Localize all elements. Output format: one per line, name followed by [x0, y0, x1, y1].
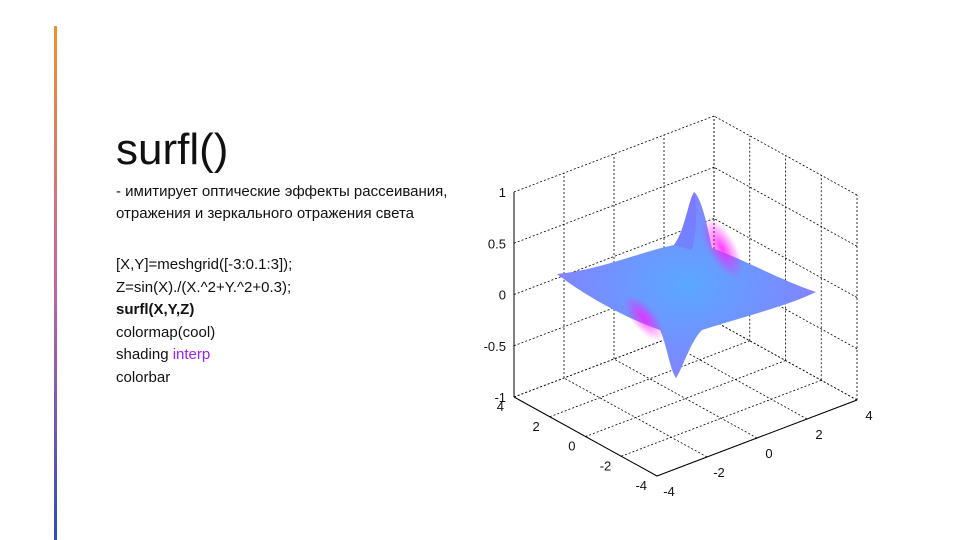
surface-patch: [557, 192, 816, 378]
code-line-shading: shading interp: [116, 344, 292, 367]
code-line-colorbar: colorbar: [116, 368, 171, 386]
z-tick-label: 0.5: [488, 236, 506, 251]
grid-line: [613, 358, 758, 439]
y-axis-line: [656, 399, 858, 477]
z-tick-label: 0: [499, 288, 506, 303]
slide-description: - имитирует оптические эффекты рассеиван…: [116, 183, 448, 222]
grid-line: [663, 339, 808, 420]
y-tick-label: 0: [765, 446, 772, 461]
surface-layer: [557, 192, 816, 378]
surface-shade: [674, 192, 697, 250]
grid-line: [549, 340, 750, 418]
x-tick-label: 2: [533, 419, 540, 434]
surface-highlight: [623, 295, 665, 341]
grid-line: [713, 166, 858, 247]
surface-highlight: [701, 217, 743, 279]
slide-title: surfl(): [116, 125, 229, 174]
z-tick-label: -0.5: [484, 339, 506, 354]
x-tick-label: 4: [497, 399, 504, 414]
y-tick-label: 2: [815, 427, 822, 442]
y-tick-label: -4: [663, 484, 675, 499]
code-line-surfl: surfl(X,Y,Z): [116, 301, 195, 318]
x-tick-label: -2: [600, 458, 612, 473]
plot-axes-box: [513, 115, 858, 477]
grid-line: [713, 218, 858, 298]
code-line-colormap: colormap(cool): [116, 323, 216, 341]
code-line-meshgrid: [X,Y]=meshgrid([-3:0.1:3]);: [116, 256, 293, 273]
grid-line: [713, 320, 858, 401]
y-tick-label: -2: [713, 465, 725, 480]
x-tick-label: -4: [635, 478, 647, 493]
x-tick-label: 0: [568, 439, 575, 454]
code-block: [X,Y]=meshgrid([-3:0.1:3]); Z=sin(X)./(X…: [116, 254, 292, 389]
accent-bar: [54, 26, 57, 540]
z-tick-label: -1: [494, 390, 506, 405]
shading-keyword: interp: [172, 346, 211, 363]
grid-line: [713, 115, 858, 196]
x-axis-line: [513, 396, 658, 477]
y-tick-label: 4: [865, 408, 872, 423]
code-line-z: Z=sin(X)./(X.^2+Y.^2+0.3);: [116, 278, 292, 296]
z-tick-label: 1: [499, 185, 506, 200]
shading-command: shading: [116, 346, 173, 363]
